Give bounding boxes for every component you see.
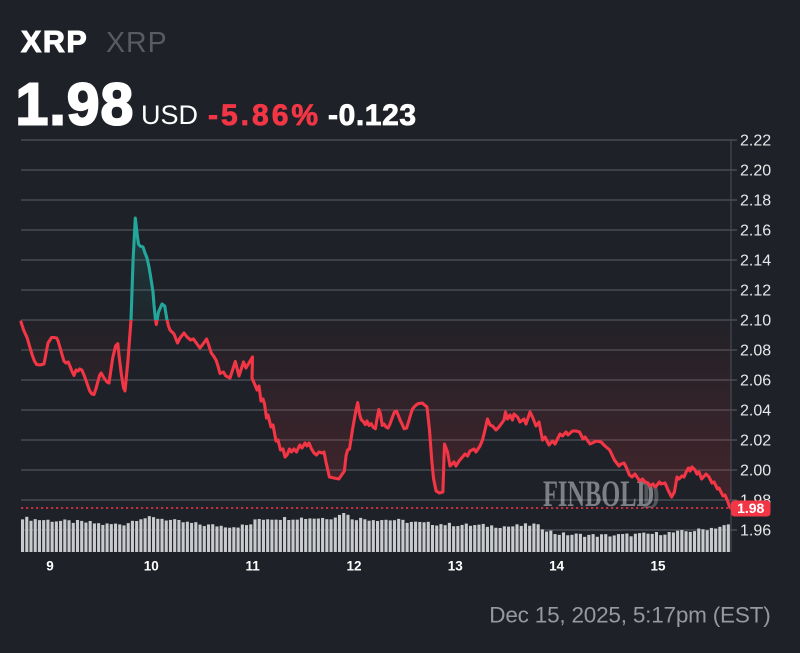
svg-text:11: 11 [246, 559, 261, 574]
svg-text:2.16: 2.16 [740, 223, 771, 240]
svg-text:-0.123: -0.123 [328, 99, 417, 132]
svg-text:13: 13 [448, 559, 464, 574]
svg-text:-5.86%: -5.86% [208, 99, 321, 132]
svg-text:2.20: 2.20 [740, 163, 771, 180]
svg-text:2.08: 2.08 [740, 343, 771, 360]
svg-text:2.14: 2.14 [740, 253, 771, 270]
svg-text:1.98: 1.98 [737, 500, 764, 516]
svg-text:1.96: 1.96 [740, 523, 771, 540]
svg-text:14: 14 [549, 559, 565, 574]
svg-text:2.02: 2.02 [740, 433, 771, 450]
svg-text:Dec 15, 2025, 5:17pm (EST): Dec 15, 2025, 5:17pm (EST) [489, 603, 770, 628]
svg-text:2.00: 2.00 [740, 463, 771, 480]
svg-text:15: 15 [650, 559, 666, 574]
svg-text:USD: USD [141, 100, 198, 130]
svg-text:2.12: 2.12 [740, 283, 771, 300]
svg-text:2.10: 2.10 [740, 313, 771, 330]
svg-text:1.98: 1.98 [16, 72, 135, 138]
svg-text:XRP: XRP [21, 25, 88, 59]
svg-text:2.18: 2.18 [740, 193, 771, 210]
svg-text:2.06: 2.06 [740, 373, 771, 390]
svg-text:2.22: 2.22 [740, 133, 771, 150]
svg-text:2.04: 2.04 [740, 403, 771, 420]
svg-text:XRP: XRP [106, 27, 168, 59]
svg-text:9: 9 [46, 559, 54, 574]
svg-text:12: 12 [346, 559, 361, 574]
svg-text:10: 10 [144, 559, 159, 574]
